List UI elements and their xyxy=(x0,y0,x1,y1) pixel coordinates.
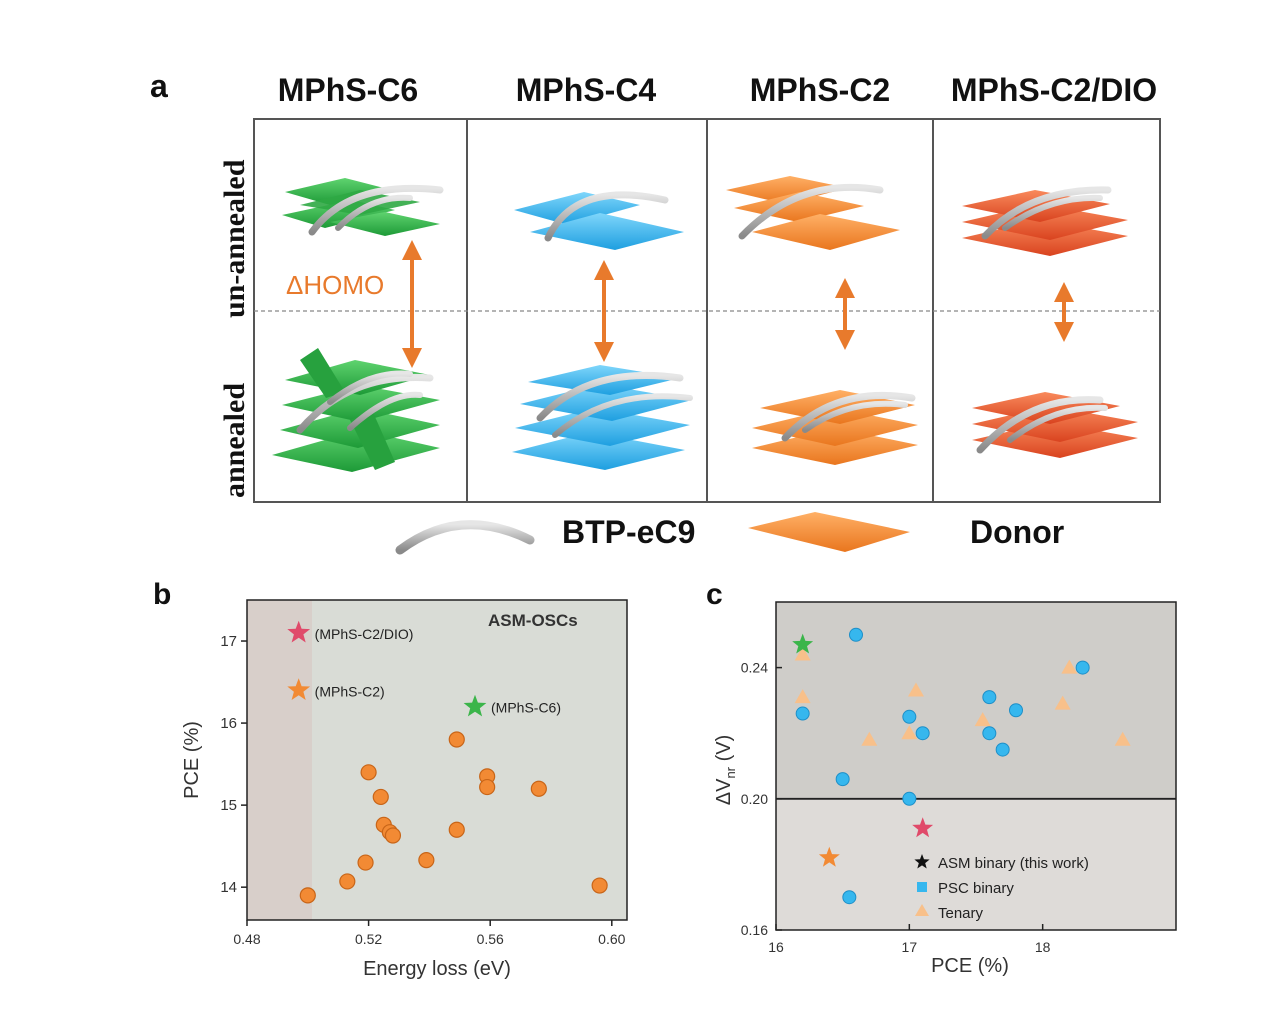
chart-b-xlabel: Energy loss (eV) xyxy=(363,958,511,980)
chart-b-point xyxy=(479,778,496,796)
chart-c-psc-point xyxy=(842,890,857,905)
chart-b-point xyxy=(591,877,608,894)
chart-c-delta-vnr: 16 17 18 0.16 0.20 0.24 ASM binary (this work… xyxy=(713,601,1177,977)
chart-c-psc-point xyxy=(902,709,917,724)
chart-c-psc-point xyxy=(835,772,850,787)
chart-c-ytick-label: 0.24 xyxy=(741,660,768,676)
c2-unannealed-stack xyxy=(726,176,900,250)
chart-b-frame xyxy=(246,599,628,921)
chart-c-tenary-point xyxy=(1054,695,1071,710)
c6-annealed-stack xyxy=(272,348,440,472)
legend-acceptor-shape xyxy=(395,520,535,555)
chart-c-xlabel: PCE (%) xyxy=(931,955,1009,977)
chart-b-annotation: ASM-OSCs xyxy=(488,611,578,630)
chart-b-highlight-label: (MPhS-C2/DIO) xyxy=(315,626,414,642)
legend-donor-shape xyxy=(748,512,910,552)
delta-homo-label: ΔHOMO xyxy=(286,270,385,300)
column-title-c6: MPhS-C6 xyxy=(277,72,419,108)
legend-tenary-marker xyxy=(915,904,929,916)
c6-unannealed-stack xyxy=(282,178,444,236)
legend-label: PSC binary xyxy=(938,880,1014,897)
chart-b-highlight-star xyxy=(463,694,487,717)
legend-label: ASM binary (this work) xyxy=(938,855,1089,872)
legend-asm-marker xyxy=(914,854,930,869)
chart-b-point xyxy=(299,887,316,904)
chart-b-point xyxy=(357,854,374,871)
chart-b-xtick-label: 0.60 xyxy=(598,931,625,947)
chart-b-highlight-star xyxy=(287,678,311,700)
chart-c-psc-point xyxy=(982,690,997,705)
chart-b-ytick-label: 17 xyxy=(220,633,237,650)
legend-psc-marker xyxy=(917,882,927,892)
chart-b-ylabel: PCE (%) xyxy=(181,721,203,799)
chart-c-psc-point xyxy=(1009,703,1023,718)
chart-b-ytick-label: 15 xyxy=(220,797,237,814)
chart-c-psc-point xyxy=(995,742,1010,757)
chart-c-asm-star xyxy=(912,817,934,838)
column-title-c4: MPhS-C4 xyxy=(515,72,657,108)
chart-c-tenary-point xyxy=(1061,659,1078,674)
chart-b-point xyxy=(530,780,547,797)
chart-c-tenary-point xyxy=(861,731,878,746)
legend-acceptor-label: BTP-eC9 xyxy=(562,514,696,550)
chart-c-tenary-point xyxy=(908,682,924,697)
chart-c-tenary-point xyxy=(794,689,811,704)
chart-c-asm-star xyxy=(792,633,814,654)
chart-c-psc-point xyxy=(849,627,863,642)
chart-c-ytick-label: 0.16 xyxy=(741,922,768,938)
chart-b-highlight-label: (MPhS-C2) xyxy=(315,683,385,699)
chart-b-point xyxy=(372,788,389,806)
chart-b-point xyxy=(418,852,435,869)
chart-c-ylabel: ΔVnr (V) xyxy=(713,735,738,805)
chart-b-xtick-label: 0.48 xyxy=(233,931,260,947)
chart-b-highlight-label: (MPhS-C6) xyxy=(491,700,561,716)
chart-b-xtick-label: 0.56 xyxy=(477,931,504,947)
legend-label: Tenary xyxy=(938,905,984,922)
chart-c-xtick-label: 18 xyxy=(1035,939,1051,955)
chart-c-asm-star xyxy=(818,846,840,867)
chart-b-xtick-label: 0.52 xyxy=(355,931,382,947)
chart-c-ytick-label: 0.20 xyxy=(741,791,768,807)
chart-c-psc-point xyxy=(1075,660,1090,675)
chart-c-psc-point xyxy=(795,706,810,721)
chart-b-shaded-region xyxy=(247,600,312,920)
chart-c-psc-point xyxy=(915,726,930,741)
chart-c-upper-region xyxy=(776,602,1176,799)
chart-b-point xyxy=(339,873,356,890)
panel-c-letter: c xyxy=(706,578,723,611)
chart-c-psc-point xyxy=(902,791,917,806)
chart-b-point xyxy=(384,827,402,844)
chart-c-tenary-point xyxy=(901,725,918,740)
c2-dio-annealed-stack xyxy=(972,392,1138,458)
chart-b-highlight-star xyxy=(287,620,311,643)
panel-b-letter: b xyxy=(153,578,172,611)
c4-annealed-stack xyxy=(512,365,693,470)
chart-c-xtick-label: 17 xyxy=(902,939,918,955)
chart-b-point xyxy=(448,731,465,748)
chart-c-tenary-point xyxy=(1114,731,1131,746)
panel-a-letter: a xyxy=(150,68,168,104)
chart-b-point xyxy=(360,764,377,781)
chart-b-energy-loss: 0.48 0.52 0.56 0.60 14 15 16 17 (MPhS-C2/DIO) (M… xyxy=(181,599,628,980)
chart-c-tenary-point xyxy=(794,646,811,661)
chart-b-point xyxy=(448,821,465,838)
morphology-schematic xyxy=(253,118,1161,555)
chart-b-ytick-label: 16 xyxy=(220,715,237,732)
legend-donor-label: Donor xyxy=(970,514,1065,550)
column-title-c2-dio: MPhS-C2/DIO xyxy=(950,72,1158,108)
chart-c-tenary-point xyxy=(974,712,991,727)
c2-dio-unannealed-stack xyxy=(962,186,1128,256)
chart-c-frame xyxy=(775,601,1177,931)
column-title-c2: MPhS-C2 xyxy=(749,72,891,108)
chart-b-ytick-label: 14 xyxy=(220,879,237,896)
c2-annealed-stack xyxy=(752,390,918,465)
chart-c-xtick-label: 16 xyxy=(768,939,784,955)
chart-c-psc-point xyxy=(982,726,997,741)
c4-unannealed-stack xyxy=(514,191,684,250)
